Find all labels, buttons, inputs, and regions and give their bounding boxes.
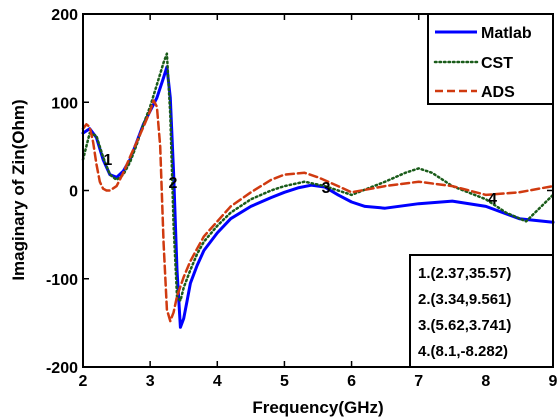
annotation-line-3: 3.(5.62,3.741) — [418, 317, 511, 334]
y-axis-label: Imaginary of Zin(Ohm) — [9, 99, 28, 280]
plot-data-layer: 1 2 3 4 — [81, 52, 555, 329]
x-tick-label: 7 — [414, 373, 423, 390]
x-tick-label: 8 — [481, 373, 490, 390]
series-line-cst — [81, 52, 555, 303]
y-tick-label: -200 — [46, 360, 78, 377]
x-tick-label: 9 — [549, 373, 558, 390]
y-tick-label: 200 — [51, 7, 78, 24]
marker-label-2: 2 — [169, 175, 178, 192]
legend-label-cst: CST — [481, 55, 513, 72]
series-line-ads — [81, 99, 555, 323]
legend-label-matlab: Matlab — [481, 25, 532, 42]
marker-label-4: 4 — [488, 191, 497, 208]
x-tick-label: 3 — [146, 373, 155, 390]
x-tick-label: 5 — [280, 373, 289, 390]
marker-label-1: 1 — [103, 152, 112, 169]
x-tick-label: 6 — [347, 373, 356, 390]
legend-label-ads: ADS — [481, 84, 515, 101]
x-tick-label: 2 — [79, 373, 88, 390]
y-tick-label: -100 — [46, 272, 78, 289]
annotation-line-4: 4.(8.1,-8.282) — [418, 343, 508, 360]
annotation-line-2: 2.(3.34,9.561) — [418, 291, 511, 308]
legend: Matlab CST ADS — [427, 13, 554, 105]
x-tick-label: 4 — [213, 373, 222, 390]
legend-box — [427, 13, 554, 105]
y-tick-label: 100 — [51, 95, 78, 112]
x-axis-label: Frequency(GHz) — [252, 398, 383, 417]
annotation-box-frame — [409, 254, 554, 368]
y-tick-label: 0 — [69, 184, 78, 201]
marker-label-3: 3 — [322, 180, 331, 197]
annotation-line-1: 1.(2.37,35.57) — [418, 265, 511, 282]
marker-annotation-box: 1.(2.37,35.57) 2.(3.34,9.561) 3.(5.62,3.… — [409, 254, 554, 368]
